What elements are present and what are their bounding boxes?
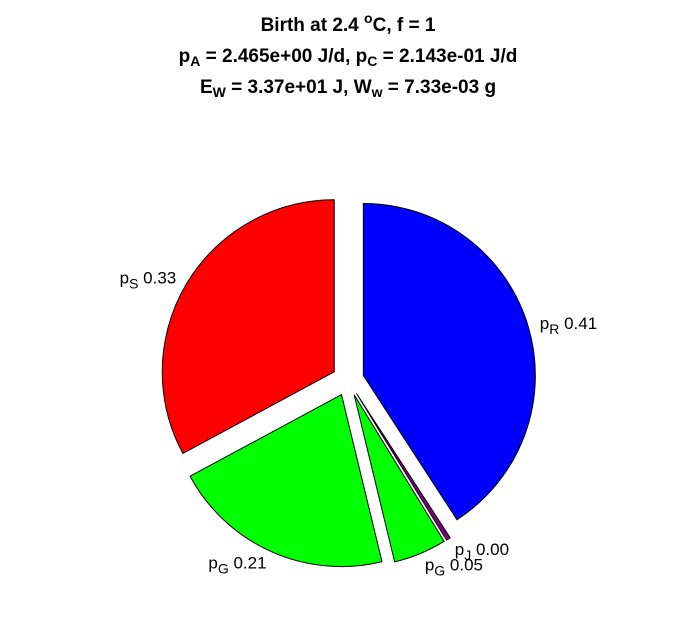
slice-label-0: pR 0.41 — [540, 314, 597, 337]
slice-label-3: pG 0.21 — [208, 554, 266, 577]
title-line-2: pA = 2.465e+00 J/d, pC = 2.143e-01 J/d — [178, 46, 518, 69]
pie-slice-4 — [161, 199, 335, 455]
slice-label-2: pG 0.05 — [425, 556, 483, 579]
pie-slice-3 — [189, 393, 383, 568]
title-line-3: EW = 3.37e+01 J, Ww = 7.33e-03 g — [199, 77, 497, 100]
pie-slice-2 — [353, 394, 445, 563]
chart-title: Birth at 2.4 oC, f = 1 pA = 2.465e+00 J/… — [0, 10, 696, 103]
slice-label-1: pJ 0.00 — [455, 540, 509, 563]
slice-label-4: pS 0.33 — [120, 268, 177, 291]
pie-slice-0 — [362, 202, 536, 521]
title-line-1: Birth at 2.4 oC, f = 1 — [260, 10, 436, 36]
pie-slice-1 — [356, 393, 451, 541]
